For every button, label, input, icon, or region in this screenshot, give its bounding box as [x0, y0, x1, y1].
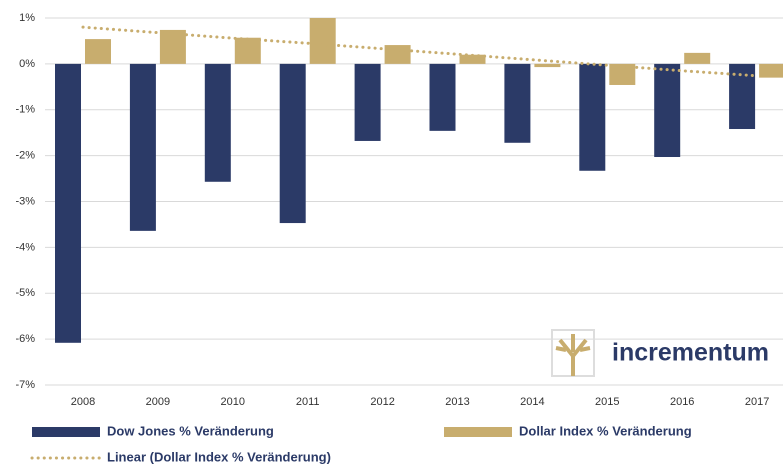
- bar: [55, 63, 81, 343]
- bar: [279, 63, 306, 224]
- y-tick-label: -4%: [15, 241, 35, 253]
- bar: [579, 63, 606, 171]
- bar: [759, 63, 783, 78]
- bar: [609, 63, 636, 85]
- bar: [129, 63, 156, 231]
- bar: [85, 39, 111, 64]
- x-tick-label: 2011: [296, 396, 320, 408]
- plot: 1% 0% -1% -2% -3% -4% -5% -6% -7% 2008 2009 2010 201…: [15, 12, 783, 464]
- x-tick-label: 2008: [71, 396, 95, 408]
- bar: [534, 63, 561, 68]
- legend-label: Linear (Dollar Index % Veränderung): [107, 449, 331, 464]
- bar: [204, 63, 231, 182]
- y-tick-label: 0%: [19, 58, 35, 70]
- x-tick-label: 2009: [146, 396, 170, 408]
- logo-tree: [555, 334, 591, 376]
- bar: [459, 54, 486, 64]
- y-tick-label: -6%: [15, 333, 35, 345]
- bar: [654, 63, 681, 158]
- y-tick-label: -2%: [15, 150, 35, 162]
- bar: [309, 18, 336, 64]
- y-tick-label: -7%: [15, 379, 35, 391]
- legend-swatch: [32, 427, 100, 437]
- y-tick-label: -1%: [15, 104, 35, 116]
- bar: [384, 45, 411, 64]
- x-tick-label: 2013: [445, 396, 469, 408]
- logo: incrementum: [551, 329, 769, 377]
- x-tick-label: 2012: [370, 396, 394, 408]
- bar: [429, 63, 456, 131]
- bar: [504, 63, 531, 143]
- x-tick-label: 2017: [745, 396, 769, 408]
- bar: [234, 37, 261, 64]
- legend-label: Dow Jones % Veränderung: [107, 423, 274, 438]
- legend-label: Dollar Index % Veränderung: [519, 423, 692, 438]
- x-tick-label: 2014: [520, 396, 544, 408]
- x-tick-label: 2015: [595, 396, 619, 408]
- legend-swatch: [444, 427, 512, 437]
- x-tick-label: 2016: [670, 396, 694, 408]
- y-tick-label: -3%: [15, 195, 35, 207]
- x-tick-label: 2010: [221, 396, 245, 408]
- bar: [159, 29, 186, 64]
- bar: [354, 63, 381, 141]
- y-tick-label: 1%: [19, 12, 35, 24]
- watermark: incrementum: [612, 339, 769, 367]
- y-tick-label: -5%: [15, 287, 35, 299]
- bar: [684, 52, 711, 64]
